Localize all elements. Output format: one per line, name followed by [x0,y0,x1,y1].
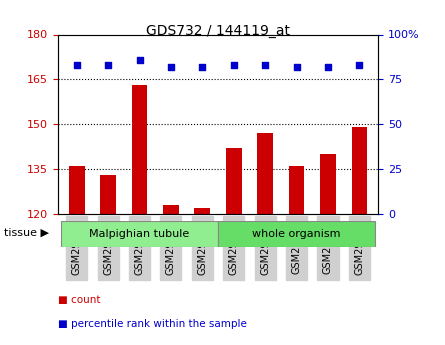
FancyBboxPatch shape [61,221,218,247]
Point [105,62,112,68]
Point [293,64,300,70]
FancyBboxPatch shape [218,221,375,247]
Bar [289,166,304,214]
Bar [132,85,147,214]
Bar [100,175,116,214]
Text: ■ percentile rank within the sample: ■ percentile rank within the sample [58,319,247,329]
Text: tissue ▶: tissue ▶ [4,228,49,238]
Text: GDS732 / 144119_at: GDS732 / 144119_at [146,24,290,38]
Bar [69,166,85,214]
Bar [194,208,210,214]
Bar [226,148,242,214]
Text: whole organism: whole organism [252,229,341,239]
Point [167,64,174,70]
Point [324,64,332,70]
Bar [257,133,273,214]
Point [230,62,237,68]
Text: Malpighian tubule: Malpighian tubule [89,229,190,239]
Bar [352,127,367,214]
Text: ■ count: ■ count [58,295,101,305]
Bar [163,205,179,214]
Bar [320,154,336,214]
Point [73,62,80,68]
Point [199,64,206,70]
Point [356,62,363,68]
Point [262,62,269,68]
Point [136,57,143,62]
